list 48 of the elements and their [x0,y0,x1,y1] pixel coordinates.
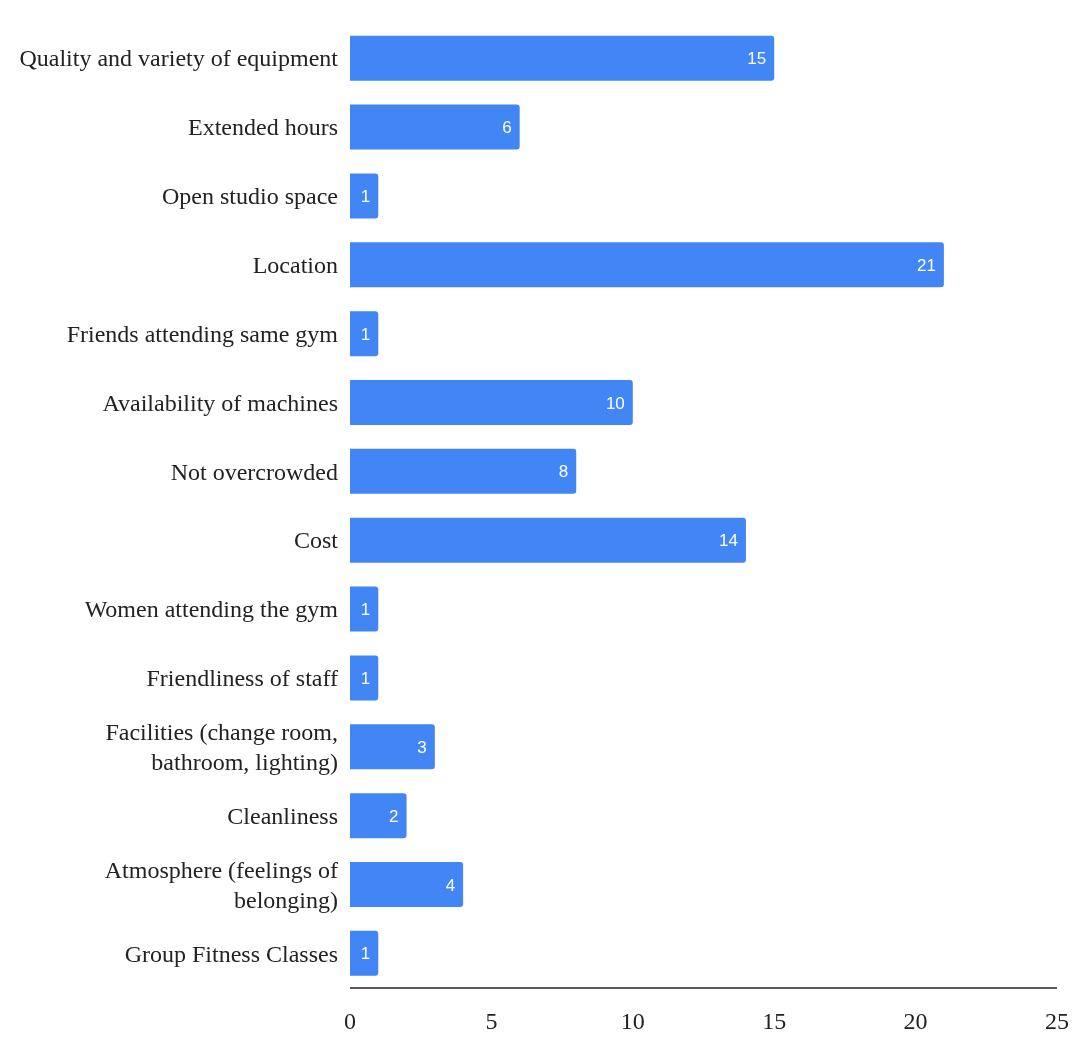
data-label: 1 [360,668,371,688]
x-tick-label: 15 [762,1008,787,1035]
x-tick-label: 10 [620,1008,645,1035]
data-label: 15 [747,49,767,69]
y-tick-label: Atmosphere (feelings of belonging) [104,856,338,913]
y-tick-label: Women attending the gym [84,596,339,623]
bar [350,724,435,770]
x-tick-label: 0 [344,1008,356,1035]
bar [350,173,379,219]
bar [350,861,464,907]
data-label: 1 [360,944,371,964]
y-tick-label: Location [252,252,338,278]
data-label: 3 [417,737,427,757]
data-label: 6 [502,118,512,138]
x-tick-label: 20 [903,1008,928,1035]
data-label: 14 [719,531,738,551]
data-label: 8 [558,462,569,482]
y-tick-label: Quality and variety of equipment [19,45,339,72]
bar [350,35,775,81]
y-tick-label: Cost [293,527,339,554]
x-tick-label: 5 [485,1008,498,1035]
y-tick-label: Extended hours [188,114,338,141]
y-tick-label: Friendliness of staff [146,665,339,692]
bar [350,793,407,839]
bar [350,104,520,150]
y-tick-label: Group Fitness Classes [124,940,338,967]
y-tick-label: Facilities (change room, bathroom, lighting) [105,719,338,775]
bar [350,379,633,425]
bar [350,311,379,357]
bar [350,517,746,563]
data-label: 1 [360,600,371,620]
bar [350,655,379,701]
bar [350,586,379,632]
data-label: 10 [605,393,625,413]
y-tick-label: Cleanliness [227,802,338,829]
y-tick-label: Availability of machines [102,389,338,416]
data-label: 2 [389,806,399,826]
bar [350,448,577,494]
data-label: 21 [916,255,936,275]
data-label: 4 [445,875,456,895]
y-tick-label: Not overcrowded [170,458,338,485]
bar [350,242,944,288]
y-tick-label: Friends attending same gym [66,320,339,347]
data-label: 1 [360,324,371,344]
data-label: 1 [360,186,371,206]
y-tick-label: Open studio space [162,183,338,210]
x-tick-label: 25 [1045,1008,1069,1035]
bar [350,930,379,976]
